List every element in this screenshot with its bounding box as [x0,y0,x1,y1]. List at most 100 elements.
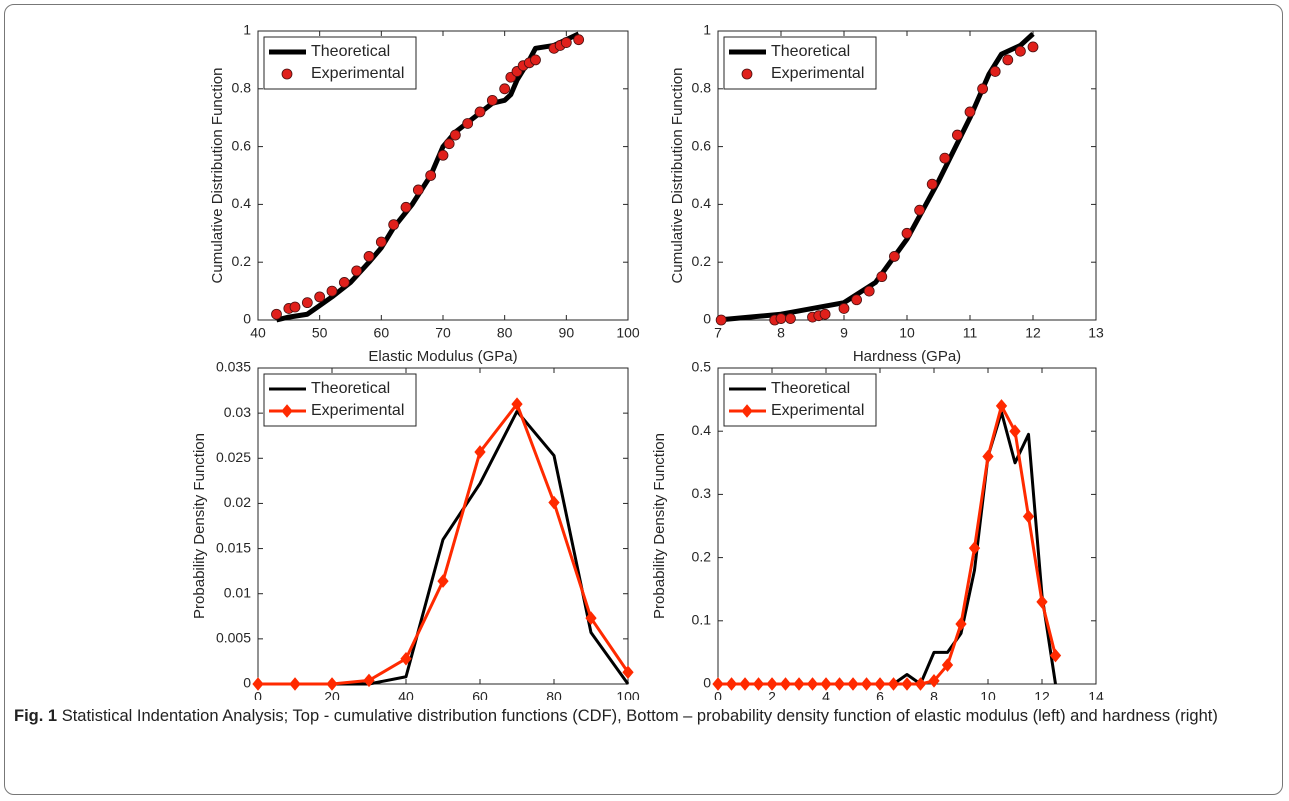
y-tick-label: 0.035 [216,359,251,375]
x-tick-label: 20 [324,689,340,700]
marker [887,677,900,691]
x-tick-label: 70 [435,325,451,341]
marker [995,399,1008,413]
marker [793,677,805,691]
x-tick-label: 0 [714,689,722,700]
y-tick-label: 0.4 [232,195,252,211]
marker [712,677,724,691]
marker [819,308,831,320]
marker [499,83,511,95]
marker [400,201,412,213]
marker [388,219,400,231]
marker [301,297,313,309]
marker [1015,45,1026,57]
marker [847,677,859,691]
marker [1022,509,1035,524]
y-tick-label: 0.4 [692,422,712,438]
marker [775,313,787,324]
y-tick-label: 0.03 [224,404,251,420]
marker [1027,41,1039,53]
y-tick-label: 0.1 [692,612,712,628]
series-line [275,31,580,323]
y-tick-label: 0.3 [692,485,712,501]
figure-frame [4,4,1283,795]
caption-text: Statistical Indentation Analysis; Top - … [61,707,1218,725]
x-tick-label: 4 [822,689,830,700]
marker [252,677,264,691]
x-tick-label: 8 [930,689,938,700]
y-tick-label: 0.005 [216,630,251,646]
marker [779,677,792,691]
y-tick-label: 0 [703,675,711,691]
x-tick-label: 12 [1025,325,1041,341]
marker [271,308,282,320]
y-tick-label: 0.6 [232,137,252,153]
marker [474,106,486,118]
marker [573,34,585,46]
x-tick-label: 14 [1088,689,1104,700]
marker [400,651,412,666]
legend-label: Theoretical [771,380,850,397]
marker [326,285,338,297]
x-tick-label: 9 [840,325,848,341]
legend-label: Theoretical [311,380,390,397]
y-tick-label: 0.01 [224,584,251,600]
legend-swatch [281,404,293,418]
marker [449,129,461,141]
marker [548,495,560,510]
marker [838,303,850,314]
x-tick-label: 2 [768,689,776,700]
marker [901,677,913,691]
y-tick-label: 0 [243,675,251,691]
x-tick-label: 100 [616,689,640,700]
marker [989,66,1001,77]
marker [785,313,796,324]
marker [560,37,572,48]
y-axis-label: Probability Density Function [651,433,668,619]
x-tick-label: 11 [963,325,978,341]
marker [820,677,832,691]
y-tick-label: 0.6 [692,137,712,153]
x-tick-label: 60 [374,325,390,341]
x-tick-label: 40 [398,689,414,700]
y-tick-label: 0.8 [232,80,252,96]
x-tick-label: 60 [472,689,488,700]
x-tick-label: 10 [980,689,996,700]
y-tick-label: 1 [703,22,711,38]
marker [928,674,940,688]
legend-box [263,36,417,90]
legend-swatch [741,68,753,80]
y-tick-label: 0.5 [692,359,712,375]
x-tick-label: 80 [546,689,562,700]
y-tick-label: 0 [703,311,711,327]
x-tick-label: 10 [899,325,915,341]
marker [289,677,301,691]
legend-label: Experimental [311,65,404,82]
y-tick-label: 0.02 [224,494,251,510]
marker [977,83,988,95]
marker [338,277,350,288]
legend-label: Experimental [311,402,404,419]
marker [914,204,925,216]
marker [351,265,363,277]
marker [443,138,455,150]
legend-box [723,36,877,90]
marker [863,285,875,297]
legend-label: Experimental [771,65,864,82]
marker [314,291,326,303]
marker [530,54,541,66]
x-tick-label: 0 [254,689,262,700]
y-tick-label: 0.015 [216,539,251,555]
marker [941,658,954,672]
marker [585,611,597,625]
y-axis-label: Cumulative Distribution Function [669,68,686,284]
marker [326,677,338,691]
x-tick-label: 8 [777,325,785,341]
marker [486,94,498,106]
caption: Fig. 1 Statistical Indentation Analysis;… [14,703,1269,729]
marker [874,677,886,691]
marker [876,271,888,283]
x-tick-label: 100 [616,325,640,341]
